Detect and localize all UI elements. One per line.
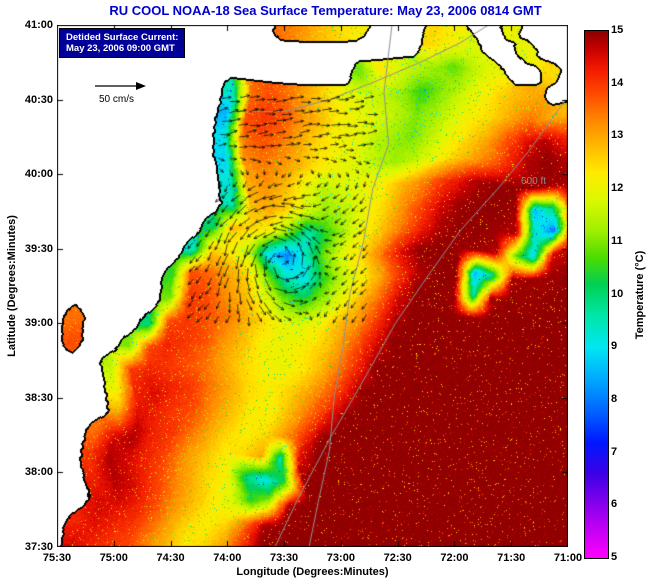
colorbar-tick-label: 15 <box>611 24 624 36</box>
current-scale-label: 50 cm/s <box>99 94 135 105</box>
colorbar-tick-label: 5 <box>611 551 618 563</box>
y-tick-label: 40:00 <box>24 168 53 181</box>
x-tick-label: 72:00 <box>440 552 469 564</box>
colorbar-tick-label: 14 <box>611 76 624 89</box>
y-tick-label: 41:00 <box>24 19 53 31</box>
colorbar-label: Temperature (°C) <box>634 250 646 340</box>
x-tick-label: 71:00 <box>553 552 583 564</box>
plot-title: RU COOL NOAA-18 Sea Surface Temperature:… <box>109 3 542 18</box>
depth-contour-label: 600 ft <box>521 176 547 187</box>
annotation-line2: May 23, 2006 09:00 GMT <box>66 43 175 54</box>
current-scale-arrow-icon <box>95 82 146 90</box>
colorbar-tick-label: 8 <box>611 392 618 405</box>
x-tick-label: 73:30 <box>270 552 299 564</box>
x-tick-label: 73:00 <box>326 552 355 564</box>
y-tick-label: 39:30 <box>24 242 53 255</box>
y-axis-label: Latitude (Degrees:Minutes) <box>6 215 18 357</box>
colorbar-tick-label: 12 <box>611 182 624 195</box>
colorbar-tick-label: 6 <box>611 498 618 511</box>
x-tick-label: 75:30 <box>42 552 72 564</box>
y-tick-label: 37:30 <box>24 541 53 553</box>
colorbar-tick-label: 7 <box>611 445 618 458</box>
x-axis-label: Longitude (Degrees:Minutes) <box>236 566 389 578</box>
y-tick-label: 38:30 <box>24 391 53 404</box>
x-tick-label: 75:00 <box>99 552 128 564</box>
x-tick-label: 71:30 <box>497 552 526 564</box>
y-tick-label: 39:00 <box>24 317 53 330</box>
x-tick-label: 74:00 <box>213 552 242 564</box>
sst-map-canvas <box>57 25 568 547</box>
colorbar-tick-label: 11 <box>611 234 623 247</box>
surface-current-annotation: Detided Surface Current: May 23, 2006 09… <box>59 28 186 58</box>
colorbar-gradient <box>584 30 609 559</box>
annotation-line1: Detided Surface Current: <box>66 32 179 43</box>
y-tick-label: 40:30 <box>24 93 53 106</box>
y-tick-label: 38:00 <box>24 466 53 479</box>
x-tick-label: 74:30 <box>156 552 185 564</box>
x-tick-label: 72:30 <box>383 552 412 564</box>
colorbar-tick-label: 13 <box>611 129 624 142</box>
colorbar-tick-label: 9 <box>611 340 618 353</box>
colorbar-tick-label: 10 <box>611 287 624 300</box>
